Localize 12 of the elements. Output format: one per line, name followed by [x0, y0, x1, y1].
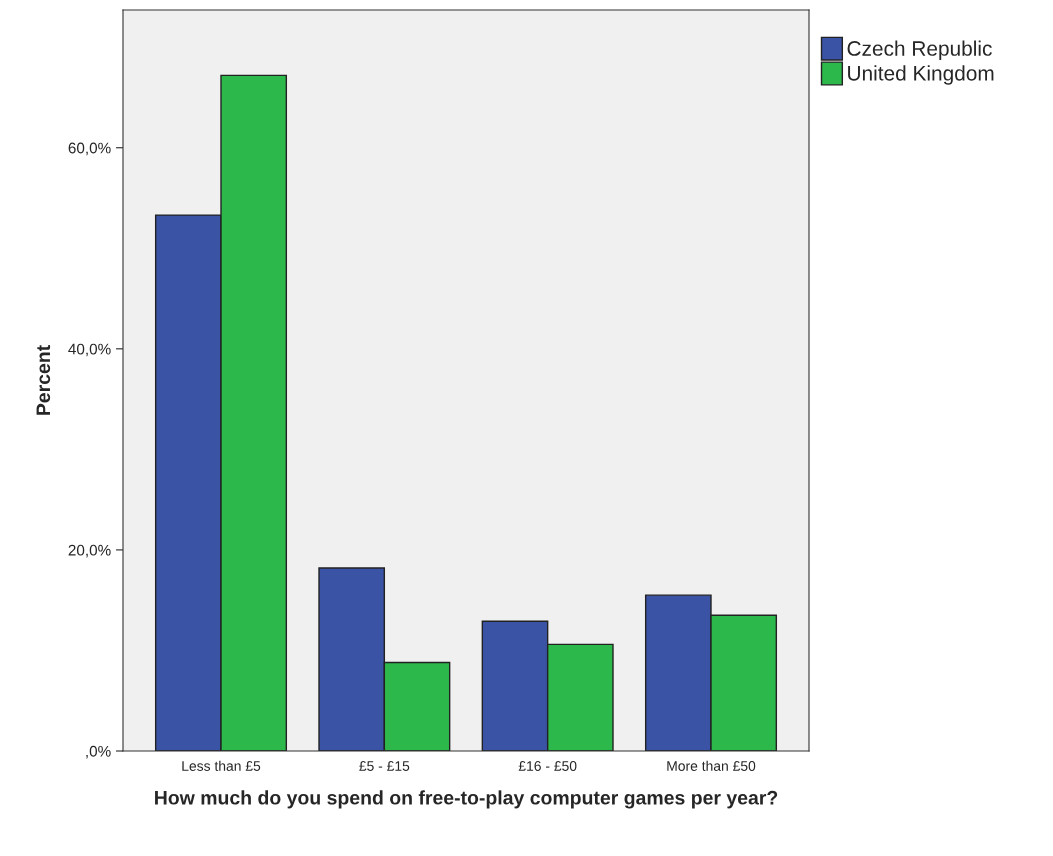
- y-tick-label: 40,0%: [68, 343, 111, 357]
- x-tick-label: Less than £5: [182, 760, 261, 771]
- legend-label: United Kingdom: [848, 65, 994, 85]
- x-tick-label: £5 - £15: [359, 761, 410, 771]
- y-tick-label: 20,0%: [68, 544, 111, 558]
- y-tick-label: 60,0%: [68, 142, 111, 156]
- x-tick-label: More than £50: [667, 760, 756, 771]
- legend-label: Czech Republic: [847, 40, 992, 60]
- x-axis-title: How much do you spend on free-to-play computer games per year?: [155, 790, 778, 809]
- x-tick-label: £16 - £50: [518, 761, 577, 771]
- y-axis-title: Percent: [36, 345, 51, 415]
- y-tick-label: ,0%: [86, 745, 111, 759]
